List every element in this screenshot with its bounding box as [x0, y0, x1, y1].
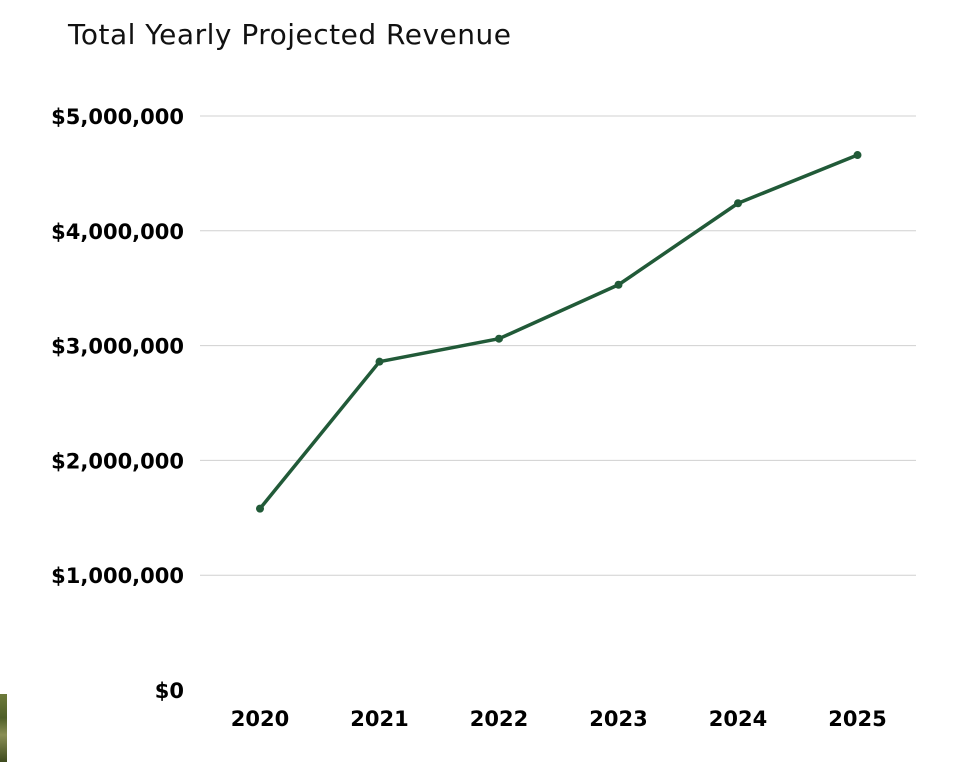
y-tick-label: $3,000,000 [51, 335, 184, 359]
x-tick-label: 2020 [231, 707, 289, 731]
x-tick-label: 2022 [470, 707, 528, 731]
data-point [495, 334, 503, 343]
x-tick-label: 2021 [350, 707, 408, 731]
y-tick-label: $1,000,000 [51, 564, 184, 588]
y-tick-label: $2,000,000 [51, 449, 184, 473]
data-point [375, 357, 384, 366]
chart-title: Total Yearly Projected Revenue [68, 18, 512, 51]
data-point [614, 280, 623, 289]
x-tick-label: 2025 [828, 707, 886, 731]
x-tick-label: 2023 [589, 707, 647, 731]
y-tick-label: $0 [155, 679, 184, 703]
data-point [256, 504, 264, 513]
series-line [258, 153, 860, 511]
corner-photo [0, 694, 7, 762]
y-tick-label: $5,000,000 [51, 105, 184, 129]
data-point [853, 151, 862, 160]
data-point [734, 199, 742, 208]
y-tick-label: $4,000,000 [51, 220, 184, 244]
x-tick-label: 2024 [709, 707, 767, 731]
